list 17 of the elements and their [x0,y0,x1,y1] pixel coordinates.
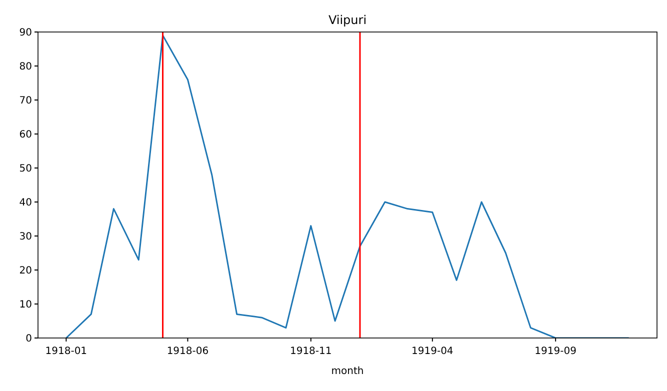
y-tick-label: 70 [19,96,32,106]
y-tick-label: 90 [19,28,32,38]
y-tick-label: 10 [19,300,32,310]
x-tick-label: 1919-04 [412,346,454,357]
y-tick-label: 40 [19,198,32,208]
y-tick-label: 30 [19,232,32,242]
x-axis-title: month [331,366,364,377]
y-tick-label: 0 [26,334,32,344]
y-tick-label: 20 [19,266,32,276]
x-tick-label: 1918-11 [290,346,332,357]
chart-title: Viipuri [328,13,367,27]
x-tick-label: 1918-01 [45,346,88,357]
y-tick-label: 60 [19,130,32,140]
y-tick-label: 50 [19,164,32,174]
x-tick-label: 1919-09 [534,346,576,357]
x-tick-label: 1918-06 [166,346,209,357]
y-tick-label: 80 [19,62,32,72]
